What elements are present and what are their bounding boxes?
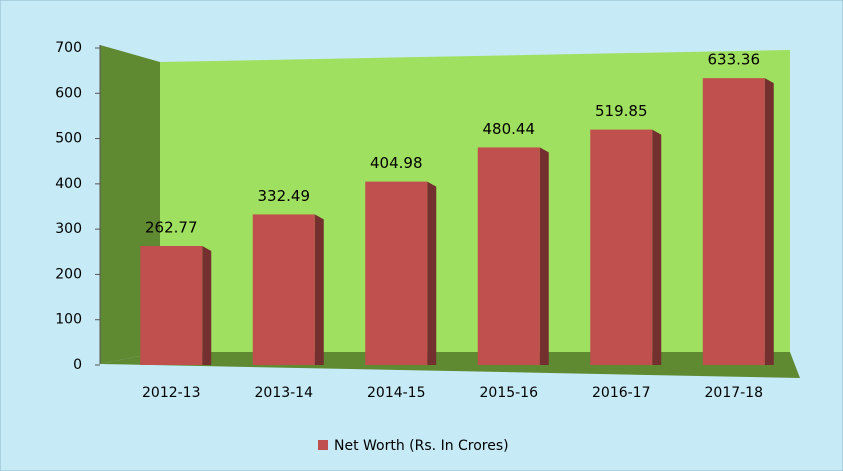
bar-side: [314, 214, 324, 365]
x-tick-label: 2017-18: [705, 385, 764, 401]
y-tick-label: 300: [55, 221, 82, 237]
value-label: 332.49: [258, 187, 311, 205]
value-label: 262.77: [145, 219, 198, 237]
y-tick-label: 500: [55, 131, 82, 147]
bar: [252, 214, 315, 365]
bar: [140, 246, 203, 365]
x-tick-label: 2013-14: [255, 385, 314, 401]
x-tick-label: 2012-13: [142, 385, 201, 401]
bar: [590, 129, 653, 365]
x-tick-label: 2014-15: [367, 385, 426, 401]
legend-swatch: [318, 440, 328, 450]
bar: [702, 78, 765, 365]
value-label: 404.98: [370, 154, 423, 172]
x-tick-label: 2016-17: [592, 385, 651, 401]
bar: [477, 147, 540, 365]
value-label: 480.44: [483, 120, 536, 138]
legend-label: Net Worth (Rs. In Crores): [334, 438, 509, 454]
y-tick-label: 0: [73, 357, 82, 373]
y-tick-label: 600: [55, 85, 82, 101]
bar-side: [539, 147, 549, 365]
bar-side: [764, 78, 774, 365]
value-label: 519.85: [595, 102, 648, 120]
value-label: 633.36: [708, 51, 761, 69]
bar-side: [427, 181, 437, 365]
bar-side: [202, 246, 212, 365]
y-tick-label: 700: [55, 40, 82, 56]
y-tick-label: 200: [55, 266, 82, 282]
x-tick-label: 2015-16: [480, 385, 539, 401]
y-tick-label: 100: [55, 312, 82, 328]
bar: [365, 181, 428, 365]
y-tick-label: 400: [55, 176, 82, 192]
bar-side: [652, 129, 662, 365]
